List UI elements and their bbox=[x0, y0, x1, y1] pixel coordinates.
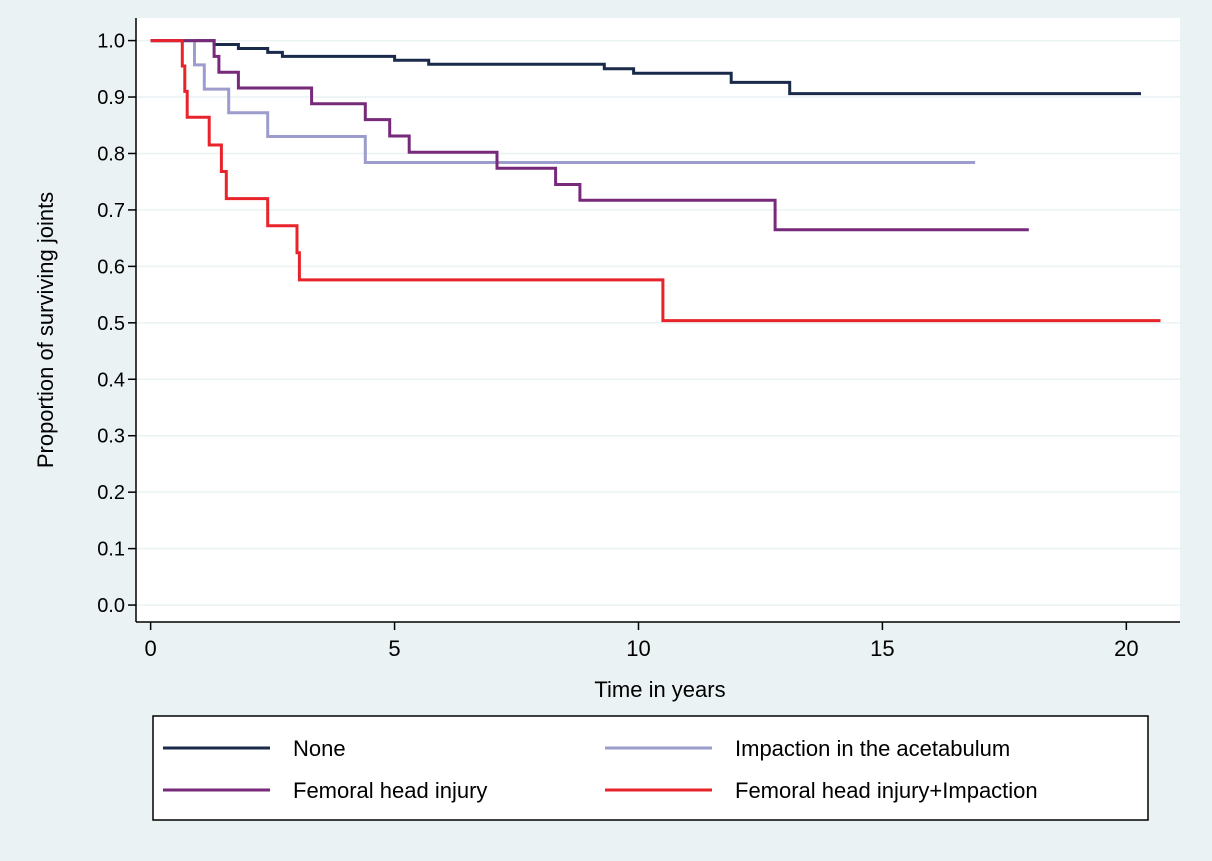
series bbox=[150, 39, 1161, 323]
y-tick-label: 0.3 bbox=[97, 426, 125, 448]
y-tick-label: 1.0 bbox=[97, 31, 125, 53]
axes bbox=[135, 18, 1180, 623]
legend-label: None bbox=[293, 736, 346, 761]
y-tick-label: 0.0 bbox=[97, 595, 125, 617]
y-tick-label: 0.9 bbox=[97, 87, 125, 109]
x-tick-label: 20 bbox=[1114, 636, 1138, 661]
grid bbox=[136, 39, 1180, 606]
legend-label: Impaction in the acetabulum bbox=[735, 736, 1010, 761]
y-axis-label: Proportion of surviving joints bbox=[33, 192, 58, 468]
series-line bbox=[150, 39, 1141, 96]
series-line bbox=[150, 39, 1161, 323]
y-ticks: 0.0 0.1 0.2 0.3 0.4 0.5 0.6 0.7 0.8 0.9 1.0 bbox=[97, 31, 136, 617]
x-tick-label: 0 bbox=[145, 636, 157, 661]
legend-box bbox=[152, 715, 1149, 821]
x-axis-label: Time in years bbox=[594, 677, 725, 702]
legend-label: Femoral head injury+Impaction bbox=[735, 778, 1038, 803]
x-tick-label: 10 bbox=[626, 636, 650, 661]
y-tick-label: 0.8 bbox=[97, 143, 125, 165]
legend-label: Femoral head injury bbox=[293, 778, 487, 803]
y-tick-label: 0.1 bbox=[97, 539, 125, 561]
y-tick-label: 0.7 bbox=[97, 200, 125, 222]
y-tick-label: 0.4 bbox=[97, 369, 125, 391]
x-ticks: 0 5 10 15 20 bbox=[145, 622, 1139, 661]
legend: None Impaction in the acetabulum Femoral h… bbox=[152, 715, 1149, 821]
x-tick-label: 15 bbox=[870, 636, 894, 661]
y-tick-label: 0.2 bbox=[97, 482, 125, 504]
series-line bbox=[150, 39, 976, 164]
y-tick-label: 0.6 bbox=[97, 256, 125, 278]
series-line bbox=[150, 39, 1029, 232]
y-tick-label: 0.5 bbox=[97, 313, 125, 335]
x-tick-label: 5 bbox=[388, 636, 400, 661]
